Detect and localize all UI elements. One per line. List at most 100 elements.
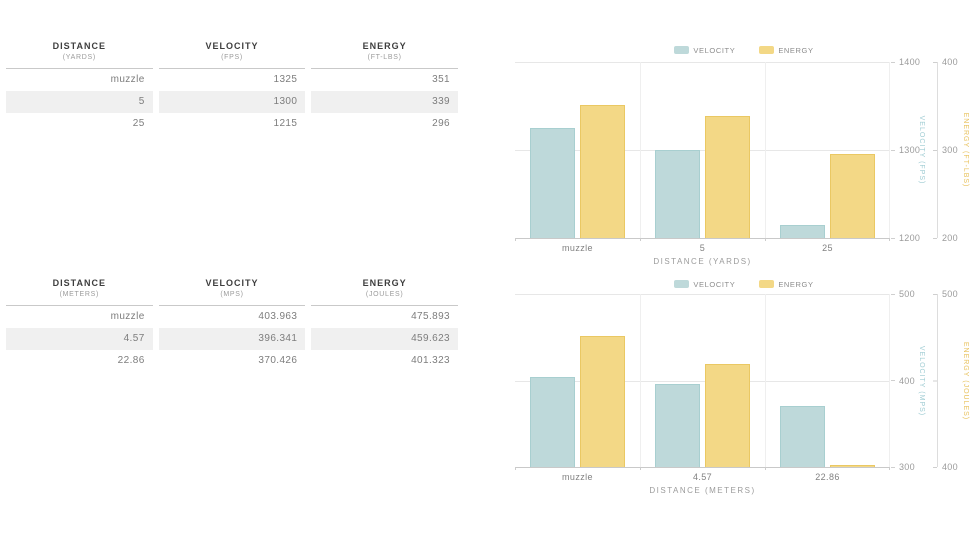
tick-mark: [933, 149, 937, 151]
x-tick-label: muzzle: [562, 472, 593, 482]
gridline: [640, 294, 641, 467]
legend-label: ENERGY: [778, 279, 814, 289]
distance-cell: 25: [132, 118, 145, 129]
tick-mark: [891, 237, 895, 239]
velocity-axis-title: VELOCITY (FPS): [918, 115, 925, 185]
velocity-bar: [530, 377, 575, 467]
x-tick-label: 22.86: [815, 472, 840, 482]
y-axis-tick: 400: [933, 462, 958, 472]
energy-axis-title: ENERGY (FT-LBS): [962, 112, 969, 188]
velocity-bar: [655, 383, 700, 467]
tick-mark: [891, 380, 895, 381]
gridline: [889, 62, 890, 238]
x-axis-title: DISTANCE (YARDS): [653, 257, 752, 266]
column-title: DISTANCE: [52, 41, 106, 51]
energy-cell: 296: [432, 118, 451, 129]
gridline: [765, 294, 766, 467]
legend-swatch-velocity: [674, 280, 690, 288]
legend-item-energy[interactable]: ENERGY: [759, 280, 813, 289]
tick-label: 200: [942, 233, 958, 243]
plot-area: muzzle 4.57 22.86 DISTANCE (METERS) 500 …: [515, 289, 969, 495]
tick-mark: [933, 380, 937, 381]
axis-tick: [515, 467, 516, 470]
column-unit: (YARDS): [62, 54, 96, 61]
velocity-energy-chart-metric: VELOCITY ENERGY muzzle 4.57 22.86: [515, 279, 978, 511]
velocity-bar: [780, 406, 825, 467]
tick-label: 400: [942, 462, 958, 472]
tick-mark: [891, 149, 895, 151]
velocity-bar: [530, 128, 575, 238]
bar-group: [515, 105, 640, 238]
energy-bar: [580, 335, 625, 467]
column-header-velocity: VELOCITY (FPS): [158, 41, 306, 69]
energy-cell: 339: [311, 91, 459, 113]
velocity-energy-chart-imperial: VELOCITY ENERGY muzzle 5 25 DISTA: [515, 45, 978, 277]
plot-area: muzzle 5 25 DISTANCE (YARDS) 1400 1300 1…: [515, 57, 969, 266]
legend-item-velocity[interactable]: VELOCITY: [674, 280, 735, 289]
table-row: muzzle 403.963 475.893: [6, 306, 458, 328]
energy-cell: 351: [432, 74, 451, 85]
gridline: [515, 380, 890, 382]
tick-mark: [933, 293, 937, 295]
y-axis-tick: 400: [891, 376, 915, 386]
bar-group: [515, 335, 640, 467]
tick-mark: [933, 237, 937, 239]
table-row: 25 1215 296: [6, 113, 458, 135]
distance-cell: muzzle: [110, 74, 145, 85]
x-tick-label: muzzle: [562, 243, 593, 253]
y-axis-tick: 400: [933, 57, 958, 67]
energy-bar: [705, 363, 750, 467]
legend-label: VELOCITY: [693, 279, 736, 289]
tick-mark: [891, 61, 895, 63]
y-axis-tick: 1200: [891, 233, 920, 243]
gridline: [889, 294, 890, 467]
table-row: 22.86 370.426 401.323: [6, 350, 458, 372]
bar-group: [640, 115, 765, 238]
y-axis-tick: 500: [891, 289, 915, 299]
y-axis-tick: 500: [933, 289, 958, 299]
column-header-energy: ENERGY (JOULES): [311, 278, 459, 306]
x-axis-title: DISTANCE (METERS): [649, 486, 756, 495]
energy-bar: [580, 105, 625, 238]
axis-tick: [640, 238, 641, 241]
legend-swatch-energy: [759, 46, 775, 54]
table-row: muzzle 1325 351: [6, 69, 458, 91]
tick-label: 1200: [899, 233, 921, 243]
legend-item-velocity[interactable]: VELOCITY: [674, 46, 735, 55]
y-axis-tick: [933, 380, 942, 381]
axis-tick: [765, 238, 766, 241]
energy-axis-title: ENERGY (JOULES): [962, 341, 969, 420]
y-axis-tick: 200: [933, 233, 958, 243]
energy-cell: 475.893: [411, 311, 451, 322]
gridline: [515, 294, 890, 295]
table-header: DISTANCE (YARDS) VELOCITY (FPS) ENERGY (…: [6, 41, 459, 69]
ballistics-table-imperial: DISTANCE (YARDS) VELOCITY (FPS) ENERGY (…: [6, 41, 459, 135]
table-header: DISTANCE (METERS) VELOCITY (MPS) ENERGY …: [6, 278, 459, 306]
legend-item-energy[interactable]: ENERGY: [759, 46, 813, 55]
velocity-bar: [780, 224, 825, 238]
velocity-cell: 370.426: [258, 355, 298, 366]
chart-legend: VELOCITY ENERGY: [515, 45, 973, 55]
energy-axis-line: [937, 294, 938, 467]
velocity-cell: 1325: [273, 74, 298, 85]
column-unit: (FT-LBS): [367, 54, 402, 61]
energy-axis-line: [937, 62, 938, 238]
tick-label: 300: [899, 462, 915, 472]
energy-cell: 459.623: [311, 328, 459, 350]
column-header-distance: DISTANCE (METERS): [6, 278, 153, 306]
velocity-axis-title: VELOCITY (MPS): [918, 345, 925, 416]
column-unit: (JOULES): [365, 291, 404, 298]
tick-mark: [933, 466, 937, 468]
tick-label: 1300: [899, 145, 921, 155]
tick-label: 1400: [899, 57, 921, 67]
axis-tick: [640, 467, 641, 470]
gridline: [765, 62, 766, 238]
tick-label: 400: [942, 57, 958, 67]
tick-mark: [933, 61, 937, 63]
bar-group: [765, 153, 890, 238]
column-header-energy: ENERGY (FT-LBS): [311, 41, 459, 69]
axis-tick: [889, 238, 890, 241]
table-row: 5 1300 339: [6, 91, 459, 113]
y-axis-tick: 300: [933, 145, 958, 155]
legend-label: ENERGY: [778, 45, 814, 55]
